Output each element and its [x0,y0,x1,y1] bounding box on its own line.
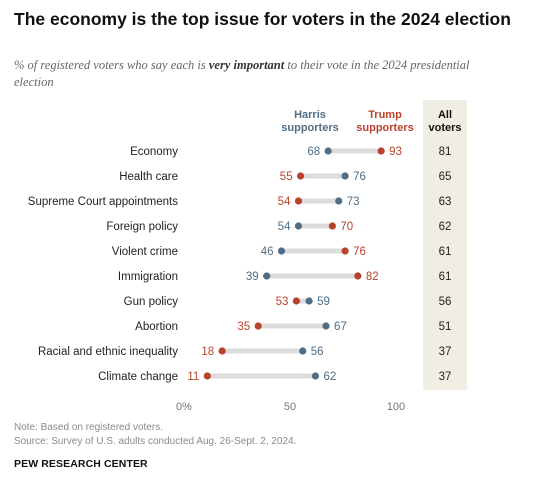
category-label: Racial and ethnic inequality [38,346,178,358]
all-voters-value: 63 [439,196,452,208]
trump-value-label: 11 [187,371,199,383]
harris-value-label: 39 [246,271,259,283]
harris-dot [335,197,343,205]
trump-dot [328,222,336,230]
chart-title: The economy is the top issue for voters … [14,9,511,29]
harris-value-label: 76 [353,171,366,183]
subtitle-emphasis: very important [208,58,285,72]
trump-value-label: 18 [201,346,214,358]
all-voters-value: 37 [439,371,452,383]
harris-dot [311,372,320,380]
dot-plot-chart: HarrissupportersTrumpsupportersAllvoters… [28,100,467,413]
trump-dot [203,372,211,380]
trump-value-label: 53 [276,296,289,308]
pew-logo-text: PEW RESEARCH CENTER [14,458,148,470]
trump-dot [292,297,300,305]
all-voters-header-line-1: All [438,109,452,121]
category-label: Violent crime [112,246,178,258]
x-tick-label: 50 [284,401,296,413]
harris-value-label: 68 [307,146,320,158]
harris-dot [322,322,330,330]
all-voters-value: 51 [439,321,452,333]
legend-harris-line-2: supporters [281,122,338,134]
harris-dot [299,347,307,355]
all-voters-column-bg [423,100,467,390]
trump-dot [354,272,362,280]
x-tick-label: 100 [387,401,405,413]
x-tick-label: 0% [176,401,192,413]
trump-value-label: 82 [366,271,379,283]
legend-harris-line-1: Harris [294,109,326,121]
all-voters-value: 61 [439,271,452,283]
legend-trump-line-2: supporters [356,122,413,134]
all-voters-header-line-2: voters [428,122,461,134]
harris-value-label: 54 [278,221,291,233]
harris-dot [305,297,313,305]
trump-dot [341,247,349,255]
harris-value-label: 73 [347,196,360,208]
all-voters-value: 62 [439,221,452,233]
chart-note: Note: Based on registered voters. [14,422,163,433]
category-label: Foreign policy [106,221,178,233]
category-label: Immigration [118,271,178,283]
harris-dot [294,222,303,230]
trump-value-label: 70 [340,221,353,233]
trump-dot [218,347,226,355]
harris-value-label: 56 [311,346,324,358]
harris-dot [263,272,271,280]
legend-trump-line-1: Trump [368,109,402,121]
trump-value-label: 54 [278,196,291,208]
all-voters-value: 56 [439,296,452,308]
subtitle-text-end: to their vote in the 2024 presidential e… [14,58,470,89]
harris-dot [341,172,349,180]
trump-value-label: 76 [353,246,366,258]
all-voters-value: 61 [439,246,452,258]
harris-value-label: 59 [317,296,330,308]
category-label: Gun policy [124,296,179,308]
harris-value-label: 62 [323,371,336,383]
trump-value-label: 93 [389,146,402,158]
trump-value-label: 55 [280,171,293,183]
all-voters-value: 81 [439,146,452,158]
category-label: Health care [119,171,178,183]
all-voters-value: 37 [439,346,452,358]
category-label: Economy [130,146,178,158]
chart-source: Source: Survey of U.S. adults conducted … [14,436,297,447]
trump-dot [297,172,305,180]
trump-dot [254,322,262,330]
harris-dot [324,147,332,155]
trump-dot [377,147,385,155]
category-label: Abortion [135,321,178,333]
category-label: Climate change [98,371,178,383]
harris-value-label: 46 [261,246,274,258]
subtitle-text: % of registered voters who say each is [14,58,209,72]
harris-dot [277,247,286,255]
all-voters-value: 65 [439,171,452,183]
harris-value-label: 67 [334,321,347,333]
trump-value-label: 35 [237,321,250,333]
chart-subtitle: % of registered voters who say each is v… [14,57,484,91]
category-label: Supreme Court appointments [28,196,178,208]
trump-dot [294,197,303,205]
